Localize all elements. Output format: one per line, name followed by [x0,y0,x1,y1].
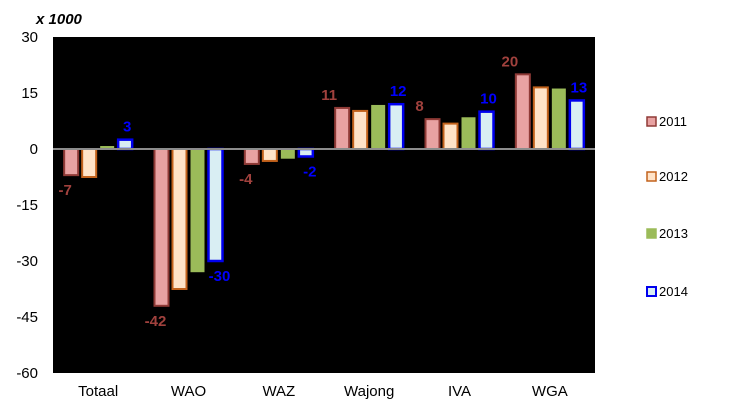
y-tick-label: -45 [16,309,38,326]
bar-2012-wga [532,86,549,150]
bar-2013-wao [190,149,205,273]
legend-swatch [646,171,657,182]
bar-2014-wao [207,147,224,263]
data-label-2011: -4 [239,171,253,188]
x-tick-label: Totaal [78,383,118,400]
data-label-2011: -7 [58,182,71,199]
bar-2014-wajong [387,102,405,151]
bar-2014-waz [297,147,315,158]
bar-2011-iva [424,118,441,150]
bar-2012-totaal [81,148,98,178]
plot-area [53,37,595,373]
bar-2012-wajong [352,109,369,150]
data-label-2014: -30 [209,268,231,285]
bar-2011-totaal [63,148,80,177]
bar-2012-iva [442,122,459,151]
bar-2014-wga [568,99,586,151]
x-tick-label: WAZ [262,383,295,400]
x-tick-label: Wajong [344,383,394,400]
bar-2011-wao [153,148,170,307]
legend-swatch [646,228,657,239]
x-tick-label: WGA [532,383,568,400]
legend: 2011 2012 2013 2014 [646,114,688,299]
x-tick-label: WAO [171,383,206,400]
legend-swatch [646,116,657,127]
x-tick-label: IVA [448,383,471,400]
x-axis-ticks: Totaal WAO WAZ Wajong IVA WGA [78,383,568,400]
y-tick-label: 0 [30,141,38,158]
legend-label: 2014 [659,284,688,299]
bar-2013-totaal [100,146,115,149]
bar-2012-wao [171,148,188,290]
y-tick-label: 15 [21,85,38,102]
bar-2014-iva [478,110,495,151]
bar-2013-wajong [371,104,386,149]
data-label-2014: 3 [123,119,131,136]
y-axis-ticks: -60 -45 -30 -15 0 15 30 [16,29,38,382]
y-tick-label: -15 [16,197,38,214]
legend-label: 2011 [659,114,687,129]
data-labels: -7 -42 -4 11 8 20 3 -30 -2 12 10 13 [58,53,587,329]
bar-2011-wajong [334,106,351,150]
bar-2013-iva [461,117,476,149]
bar-2014-totaal [116,138,134,151]
data-label-2011: -42 [145,313,167,330]
legend-swatch [646,286,657,297]
y-tick-label: -60 [16,365,38,382]
bar-2011-waz [243,148,260,165]
data-label-2011: 8 [415,98,423,115]
y-tick-label: 30 [21,29,38,46]
bar-2013-waz [280,149,295,159]
data-label-2014: 13 [570,79,587,96]
bar-2013-wga [551,88,566,149]
legend-label: 2013 [659,226,688,241]
legend-label: 2012 [659,169,688,184]
data-label-2014: 12 [390,83,407,100]
unit-label: x 1000 [35,11,83,28]
data-label-2011: 11 [321,87,337,104]
y-tick-label: -30 [16,253,38,270]
data-label-2011: 20 [501,53,518,70]
data-label-2014: -2 [303,163,316,180]
data-label-2014: 10 [480,91,497,108]
bar-2012-waz [261,148,278,162]
bar-2011-wga [514,73,531,150]
